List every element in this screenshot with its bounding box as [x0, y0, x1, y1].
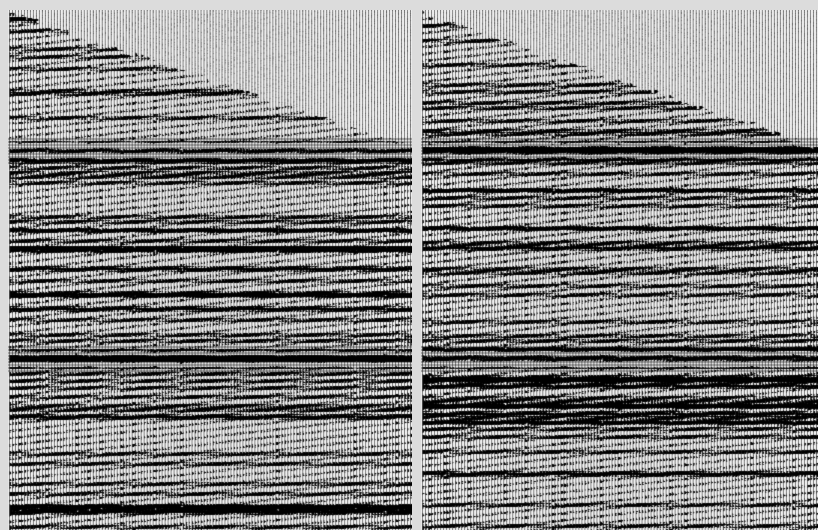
seismic-traces-right [421, 10, 818, 530]
left-tick-strip [0, 10, 8, 530]
seismic-traces-left [8, 10, 412, 530]
seismic-panel-left [8, 10, 412, 530]
seismic-panel-right [421, 10, 818, 530]
